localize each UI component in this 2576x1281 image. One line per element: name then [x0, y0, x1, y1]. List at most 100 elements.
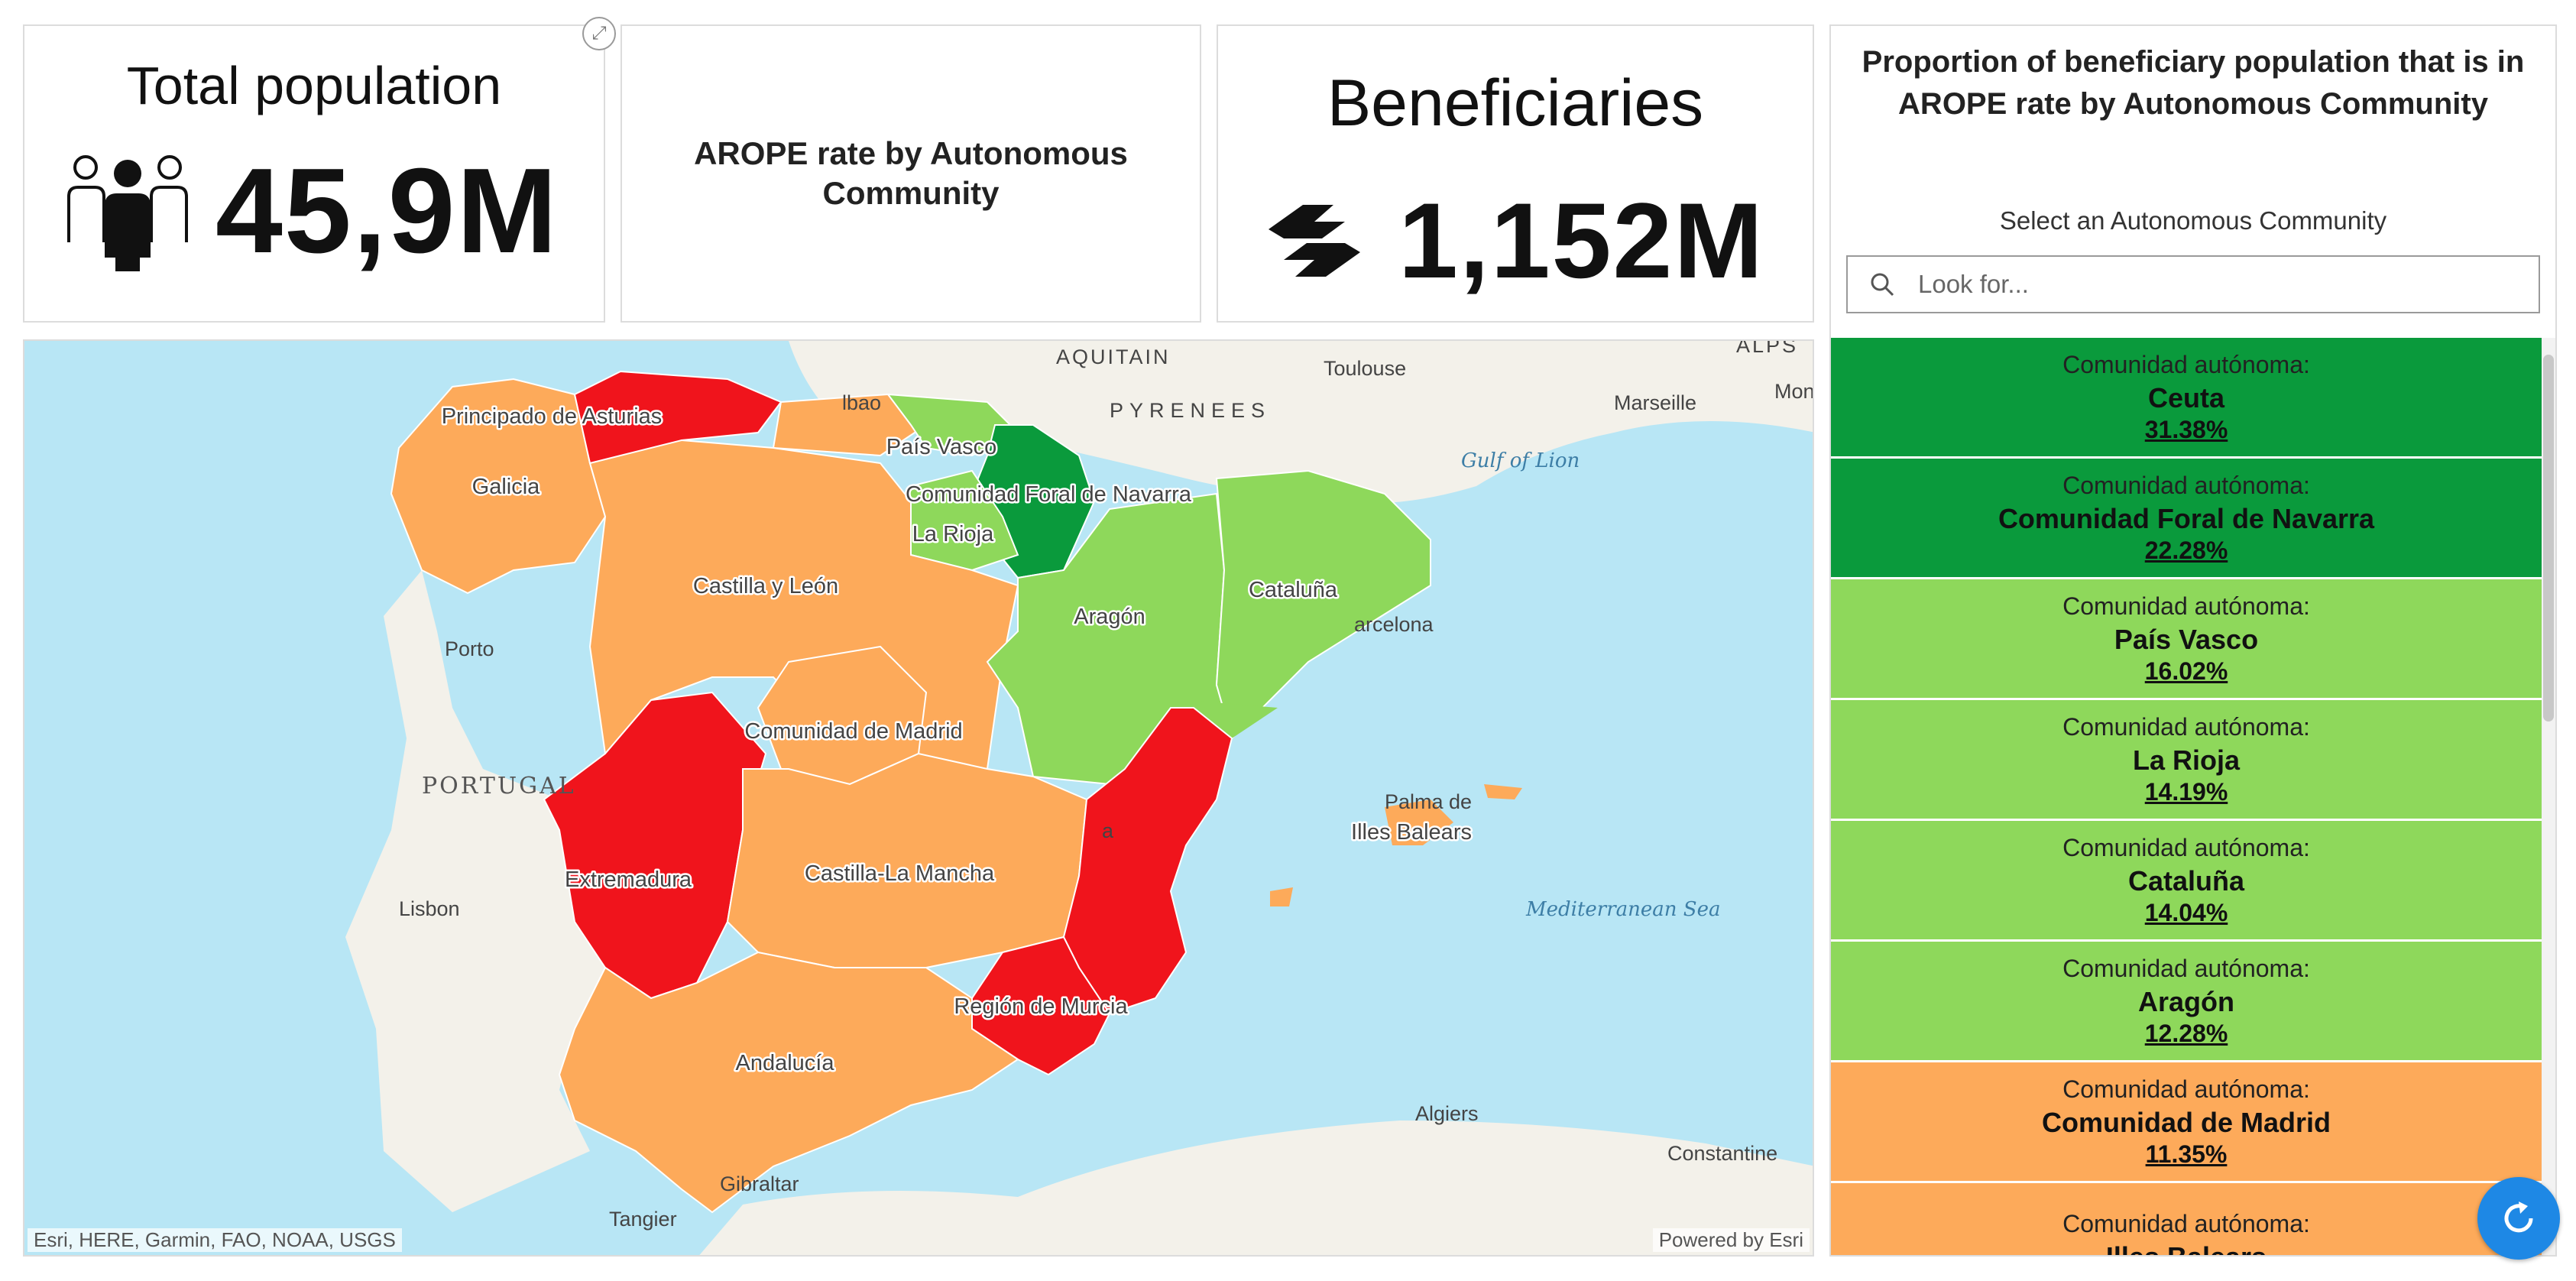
region-pais-vasco[interactable]	[886, 393, 1019, 457]
label-navarra: Comunidad Foral de Navarra	[906, 482, 1192, 507]
place-aquitain: AQUITAIN	[1056, 345, 1171, 368]
list-item-label: Comunidad autónoma:	[2062, 350, 2310, 378]
panel-title: Proportion of beneficiary population tha…	[1862, 45, 2525, 121]
refresh-icon	[2504, 1202, 2533, 1233]
region-baleares-menorca	[1484, 784, 1522, 799]
place-constantine: Constantine	[1667, 1142, 1777, 1165]
place-lisbon: Lisbon	[399, 897, 460, 920]
france-land	[789, 341, 1813, 504]
label-pais-vasco: País Vasco	[886, 435, 997, 459]
list-item-percent[interactable]: 31.38%	[2144, 415, 2228, 443]
label-galicia: Galicia	[472, 475, 541, 499]
beneficiaries-card: Beneficiaries 1,152M	[1217, 24, 1814, 323]
label-andalucia: Andalucía	[736, 1051, 835, 1075]
place-barcelona: arcelona	[1354, 613, 1434, 636]
beneficiaries-title: Beneficiaries	[1327, 66, 1704, 140]
list-item-label: Comunidad autónoma:	[2062, 471, 2310, 499]
list-item[interactable]: Comunidad autónoma: Aragón 12.28%	[1831, 942, 2542, 1062]
list-item-label: Comunidad autónoma:	[2062, 954, 2310, 982]
region-baleares-mallorca[interactable]	[1385, 799, 1453, 845]
place-algiers: Algiers	[1415, 1102, 1479, 1125]
arope-list-panel: Proportion of beneficiary population tha…	[1829, 24, 2557, 1257]
label-cataluna: Cataluña	[1249, 578, 1338, 602]
place-gulf: Gulf of Lion	[1461, 449, 1580, 472]
list-item-percent[interactable]: 14.04%	[2144, 898, 2228, 926]
label-castilla-la-mancha: Castilla-La Mancha	[805, 861, 995, 886]
label-baleares: Illes Balears	[1351, 820, 1472, 845]
powered-by-esri[interactable]: Powered by Esri	[1652, 1228, 1810, 1252]
list-item-percent[interactable]: 12.28%	[2144, 1019, 2228, 1047]
region-valencia	[1062, 707, 1233, 1015]
label-castilla-leon: Castilla y León	[693, 574, 838, 598]
search-box[interactable]	[1846, 255, 2540, 313]
map-canvas[interactable]: Principado de Asturias Galicia País Vasc…	[24, 341, 1814, 1257]
label-asturias: Principado de Asturias	[442, 404, 663, 429]
list-item[interactable]: Comunidad autónoma: La Rioja 14.19%	[1831, 700, 2542, 821]
place-valencia: a	[1102, 819, 1114, 842]
list-item[interactable]: Comunidad autónoma: Ceuta 31.38%	[1831, 338, 2542, 459]
list-item-label: Comunidad autónoma:	[2062, 1075, 2310, 1103]
list-item-label: Comunidad autónoma:	[2062, 592, 2310, 620]
list-item-label: Comunidad autónoma:	[2062, 833, 2310, 861]
list-item[interactable]: Comunidad autónoma: Cataluña 14.04%	[1831, 821, 2542, 942]
place-tangier: Tangier	[609, 1208, 677, 1231]
list-item[interactable]: Comunidad autónoma: Comunidad de Madrid 11…	[1831, 1062, 2542, 1183]
list-item-percent[interactable]: 11.35%	[2145, 1140, 2228, 1168]
label-murcia: Región de Murcia	[954, 994, 1128, 1019]
people-group-icon	[67, 154, 188, 271]
label-la-rioja: La Rioja	[912, 522, 994, 546]
list-item-name: Cataluña	[2127, 864, 2245, 897]
region-cantabria	[772, 393, 928, 457]
search-input[interactable]	[1917, 269, 2516, 300]
search-icon	[1848, 271, 1917, 297]
place-bilbao: lbao	[842, 391, 881, 414]
region-cataluna[interactable]	[1215, 469, 1431, 740]
region-baleares-ibiza	[1270, 887, 1293, 906]
list-item-label: Comunidad autónoma:	[2062, 1210, 2310, 1237]
label-aragon: Aragón	[1074, 605, 1145, 629]
list-item[interactable]: Comunidad autónoma: País Vasco 16.02%	[1831, 579, 2542, 700]
list-item-name: La Rioja	[2132, 744, 2241, 776]
list-item-name: Illes Balears	[1831, 1241, 2542, 1255]
portugal-land	[345, 570, 628, 1212]
list-item[interactable]: Comunidad autónoma: Comunidad Foral de Na…	[1831, 459, 2542, 579]
list-item-percent[interactable]: 16.02%	[2144, 657, 2228, 685]
map-view[interactable]: Principado de Asturias Galicia País Vasc…	[23, 339, 1814, 1257]
label-extremadura: Extremadura	[565, 868, 692, 892]
community-list[interactable]: Comunidad autónoma: Ceuta 31.38% Comunidad …	[1831, 338, 2542, 1255]
region-castilla-la-mancha[interactable]	[726, 752, 1088, 968]
total-population-title: Total population	[126, 56, 502, 115]
handshake-icon	[1269, 205, 1360, 277]
label-madrid: Comunidad de Madrid	[744, 719, 962, 744]
place-alps: ALPS	[1736, 341, 1798, 357]
list-item-percent[interactable]: 22.28%	[2144, 536, 2228, 564]
arope-card-title: AROPE rate by Autonomous Community	[694, 135, 1128, 211]
total-population-value: 45,9M	[215, 144, 559, 278]
list-item-name: Comunidad de Madrid	[2042, 1106, 2331, 1138]
africa-land	[699, 1120, 1813, 1255]
list-item-name: Ceuta	[2147, 381, 2225, 413]
list-item-label: Comunidad autónoma:	[2062, 712, 2310, 741]
region-andalucia[interactable]	[558, 951, 1019, 1214]
total-population-card: Total population 45,9M	[23, 24, 605, 323]
place-monaco: Mona	[1774, 380, 1814, 403]
expand-icon[interactable]: ⤢	[582, 17, 616, 50]
place-pyrenees: PYRENEES	[1110, 399, 1271, 422]
map-attribution: Esri, HERE, Garmin, FAO, NOAA, USGS	[28, 1228, 402, 1252]
place-med-sea: Mediterranean Sea	[1525, 898, 1721, 921]
beneficiaries-value: 1,152M	[1398, 180, 1764, 300]
list-item-name: País Vasco	[2114, 623, 2259, 655]
arope-card: AROPE rate by Autonomous Community	[621, 24, 1201, 323]
place-gibraltar: Gibraltar	[720, 1172, 799, 1195]
place-marseille: Marseille	[1614, 391, 1696, 414]
refresh-button[interactable]	[2477, 1177, 2560, 1260]
list-item-name: Comunidad Foral de Navarra	[1998, 502, 2375, 534]
place-toulouse: Toulouse	[1324, 357, 1406, 380]
place-palma: Palma de	[1385, 790, 1472, 813]
list-item-percent[interactable]: 14.19%	[2144, 777, 2228, 806]
list-item[interactable]: Comunidad autónoma: Illes Balears	[1831, 1183, 2542, 1255]
list-item-name: Aragón	[2138, 985, 2234, 1017]
region-galicia[interactable]	[390, 378, 607, 595]
scrollbar-thumb[interactable]	[2543, 355, 2554, 722]
panel-subtitle: Select an Autonomous Community	[1999, 206, 2387, 235]
